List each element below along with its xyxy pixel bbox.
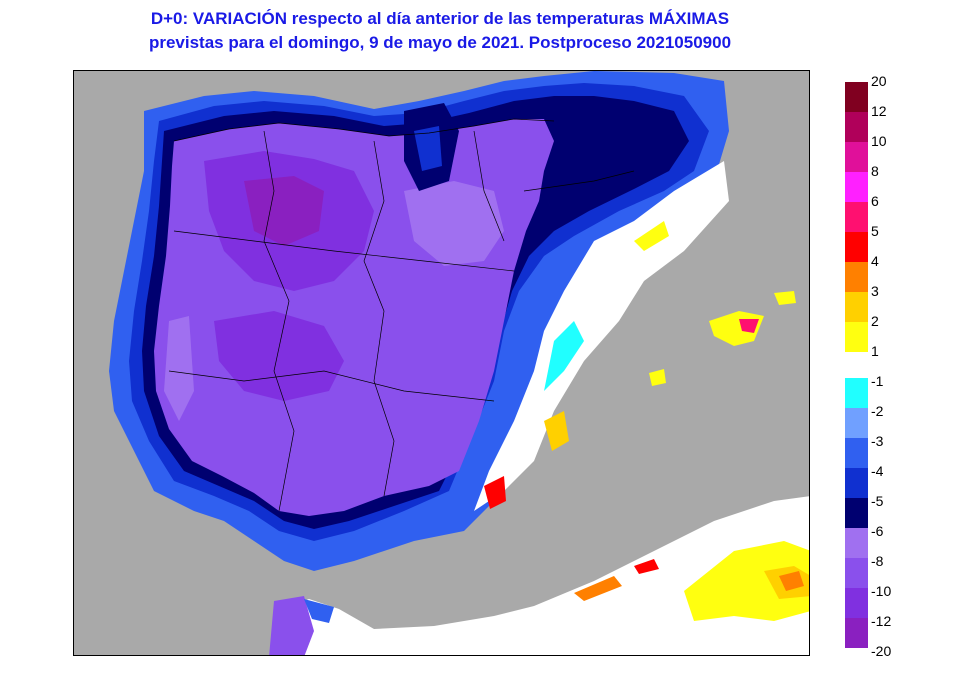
legend-swatch [845, 588, 868, 618]
legend-swatch [845, 262, 868, 292]
legend-swatch [845, 292, 868, 322]
legend-label: -5 [871, 493, 884, 509]
legend-label: 6 [871, 193, 879, 209]
color-scale-legend: 20 12 10 8 6 5 4 3 2 1 -1 -2 -3 -4 -5 -6 -8 -10 -12 -20 [845, 73, 975, 659]
legend-label: 1 [871, 343, 879, 359]
legend-label: -1 [871, 373, 884, 389]
legend-swatch [845, 172, 868, 202]
legend-label: -10 [871, 583, 892, 599]
legend-swatch [845, 558, 868, 588]
legend-swatch [845, 618, 868, 648]
legend-swatch [845, 142, 868, 172]
legend-swatch [845, 528, 868, 558]
legend-label: 12 [871, 103, 887, 119]
legend-label: 2 [871, 313, 879, 329]
legend-swatch [845, 82, 868, 112]
legend-swatch [845, 202, 868, 232]
legend-label: 10 [871, 133, 887, 149]
balearic-islands [649, 291, 796, 386]
legend-swatch [845, 112, 868, 142]
legend-label: 20 [871, 73, 887, 89]
map-title-line-2: previstas para el domingo, 9 de mayo de … [148, 33, 732, 52]
north-africa-region [269, 496, 809, 655]
legend-swatch [845, 378, 868, 408]
map-title-line-1: D+0: VARIACIÓN respecto al día anterior … [150, 9, 730, 28]
legend-label: -12 [871, 613, 892, 629]
legend-swatch [845, 498, 868, 528]
legend-label: -4 [871, 463, 884, 479]
legend-swatch [845, 438, 868, 468]
legend-label: -6 [871, 523, 884, 539]
legend-label: 3 [871, 283, 879, 299]
legend-label: -8 [871, 553, 884, 569]
legend-swatch [845, 408, 868, 438]
legend-swatch [845, 322, 868, 352]
legend-label: -2 [871, 403, 884, 419]
iberian-peninsula [109, 71, 729, 571]
legend-swatch [845, 232, 868, 262]
map-canvas [74, 71, 809, 655]
legend-label: 5 [871, 223, 879, 239]
legend-label: 4 [871, 253, 879, 269]
temperature-variation-map [73, 70, 810, 656]
legend-label: -20 [871, 643, 892, 659]
legend-label: 8 [871, 163, 879, 179]
region-borders [168, 118, 635, 512]
legend-label: -3 [871, 433, 884, 449]
legend-swatch [845, 468, 868, 498]
